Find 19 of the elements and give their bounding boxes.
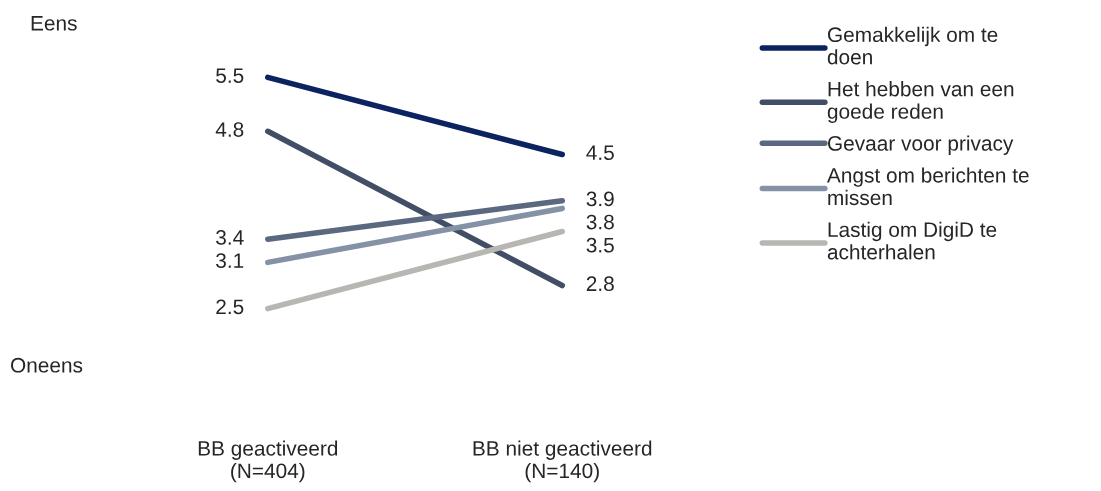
legend-label: Angst om berichten te missen — [826, 167, 1029, 206]
data-label: 3.4 — [216, 230, 244, 245]
data-label: 4.5 — [586, 145, 614, 161]
x-tick-label: BB geactiveerd (N=404) — [198, 440, 338, 483]
data-label: 3.9 — [586, 191, 614, 207]
legend-label: Gemakkelijk om te doen — [827, 26, 998, 65]
data-label: 2.5 — [216, 299, 244, 315]
data-label: 4.8 — [215, 122, 244, 137]
data-label: 3.8 — [586, 214, 614, 230]
data-label: 5.5 — [216, 68, 244, 83]
text: Eens — [31, 16, 77, 31]
x-tick-label: BB niet geactiveerd (N=140) — [473, 440, 652, 483]
legend-label: Lastig om DigiD te achterhalen — [827, 221, 997, 260]
legend-label: Gevaar voor privacy — [827, 135, 1014, 155]
data-label: 2.8 — [586, 276, 614, 292]
text: Oneens — [10, 357, 83, 373]
legend-label: Het hebben van een goede reden — [827, 81, 1014, 123]
data-label: 3.5 — [586, 237, 614, 253]
data-label: 3.1 — [216, 253, 244, 268]
